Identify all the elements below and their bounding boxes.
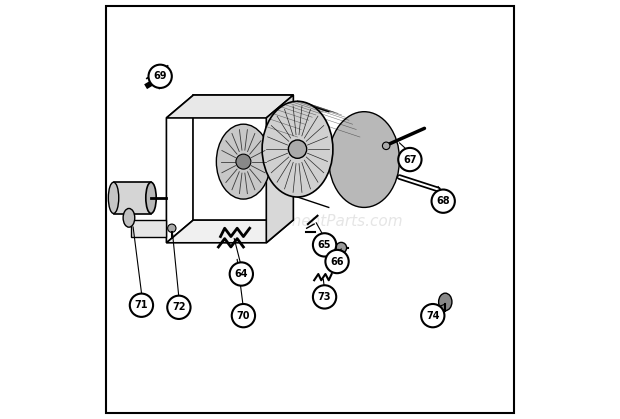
- Circle shape: [313, 233, 336, 256]
- Ellipse shape: [262, 101, 333, 197]
- Polygon shape: [193, 95, 293, 220]
- Circle shape: [167, 296, 190, 319]
- Text: 64: 64: [234, 269, 248, 279]
- Circle shape: [288, 140, 307, 158]
- Polygon shape: [166, 95, 193, 243]
- Polygon shape: [166, 95, 293, 118]
- Ellipse shape: [438, 293, 452, 310]
- Ellipse shape: [123, 209, 135, 227]
- Polygon shape: [131, 220, 166, 237]
- Polygon shape: [166, 220, 293, 243]
- Text: 66: 66: [330, 256, 344, 266]
- Ellipse shape: [146, 182, 156, 213]
- Circle shape: [236, 154, 251, 169]
- Text: 73: 73: [318, 292, 331, 302]
- Circle shape: [383, 142, 390, 150]
- Circle shape: [398, 148, 422, 171]
- Circle shape: [336, 242, 347, 253]
- Circle shape: [313, 285, 336, 308]
- Circle shape: [149, 65, 172, 88]
- Circle shape: [326, 250, 348, 273]
- Polygon shape: [267, 95, 293, 243]
- Text: 67: 67: [403, 155, 417, 165]
- Text: 70: 70: [237, 310, 250, 321]
- Circle shape: [232, 304, 255, 327]
- Circle shape: [421, 304, 445, 327]
- Text: 72: 72: [172, 303, 185, 312]
- Text: 74: 74: [426, 310, 440, 321]
- Circle shape: [167, 224, 176, 233]
- Circle shape: [432, 189, 455, 213]
- Text: 69: 69: [153, 71, 167, 81]
- Circle shape: [130, 294, 153, 317]
- Text: eReplacementParts.com: eReplacementParts.com: [216, 215, 404, 230]
- Ellipse shape: [329, 112, 399, 207]
- Text: 68: 68: [436, 196, 450, 206]
- Circle shape: [229, 262, 253, 286]
- Ellipse shape: [108, 182, 119, 213]
- Text: 71: 71: [135, 300, 148, 310]
- Text: 65: 65: [318, 240, 331, 250]
- Polygon shape: [113, 182, 151, 214]
- Ellipse shape: [216, 124, 270, 199]
